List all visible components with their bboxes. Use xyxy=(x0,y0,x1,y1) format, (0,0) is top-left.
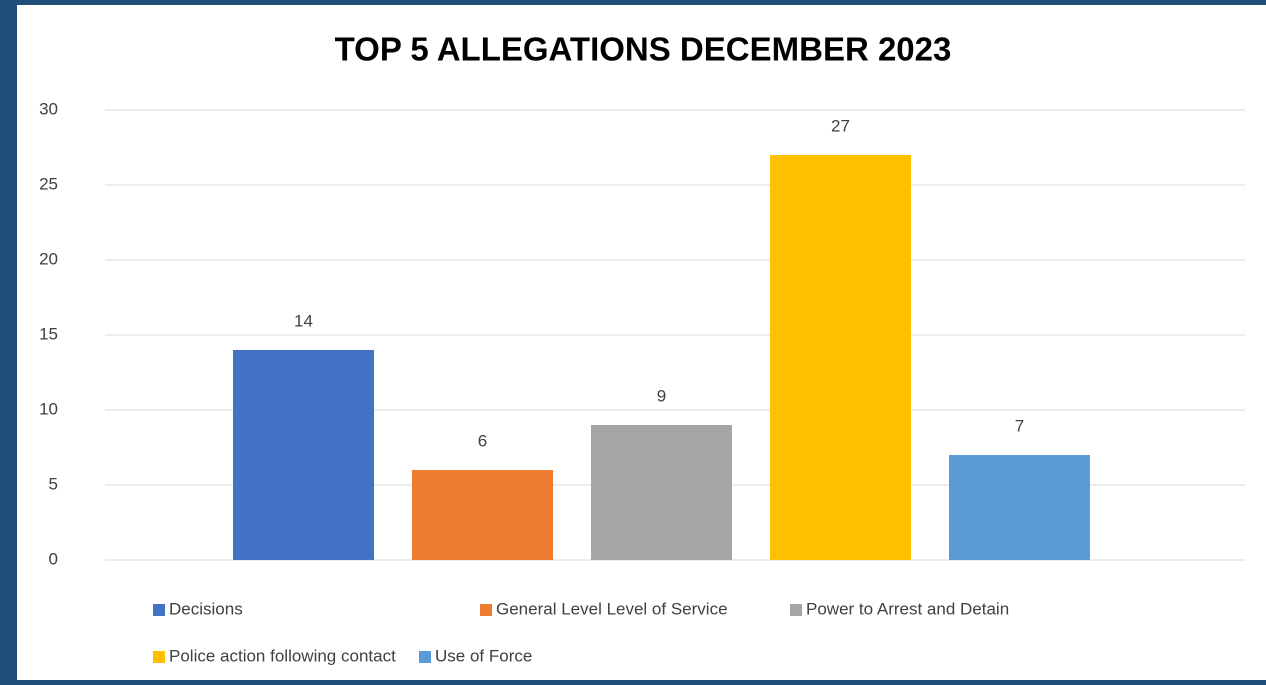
legend-swatch xyxy=(790,604,802,616)
bar xyxy=(412,470,553,560)
y-tick-label: 30 xyxy=(39,99,58,118)
legend-label: Police action following contact xyxy=(169,646,396,665)
data-label: 14 xyxy=(294,311,313,330)
chart-title: TOP 5 ALLEGATIONS DECEMBER 2023 xyxy=(335,31,952,68)
data-label: 27 xyxy=(831,116,850,135)
bar xyxy=(233,350,374,560)
bar xyxy=(949,455,1090,560)
legend-label: General Level Level of Service xyxy=(496,599,728,618)
bar xyxy=(770,155,911,560)
y-tick-label: 25 xyxy=(39,174,58,193)
legend-swatch xyxy=(419,651,431,663)
data-label: 6 xyxy=(478,431,487,450)
y-tick-label: 20 xyxy=(39,249,58,268)
legend-swatch xyxy=(480,604,492,616)
bar xyxy=(591,425,732,560)
data-label: 9 xyxy=(657,386,666,405)
legend-label: Decisions xyxy=(169,599,243,618)
chart-panel xyxy=(17,5,1266,680)
y-tick-label: 5 xyxy=(49,474,58,493)
legend-label: Use of Force xyxy=(435,646,532,665)
y-tick-label: 10 xyxy=(39,399,58,418)
y-tick-label: 15 xyxy=(39,324,58,343)
legend-swatch xyxy=(153,651,165,663)
legend-label: Power to Arrest and Detain xyxy=(806,599,1009,618)
legend-swatch xyxy=(153,604,165,616)
data-label: 7 xyxy=(1015,416,1024,435)
y-tick-label: 0 xyxy=(49,549,58,568)
